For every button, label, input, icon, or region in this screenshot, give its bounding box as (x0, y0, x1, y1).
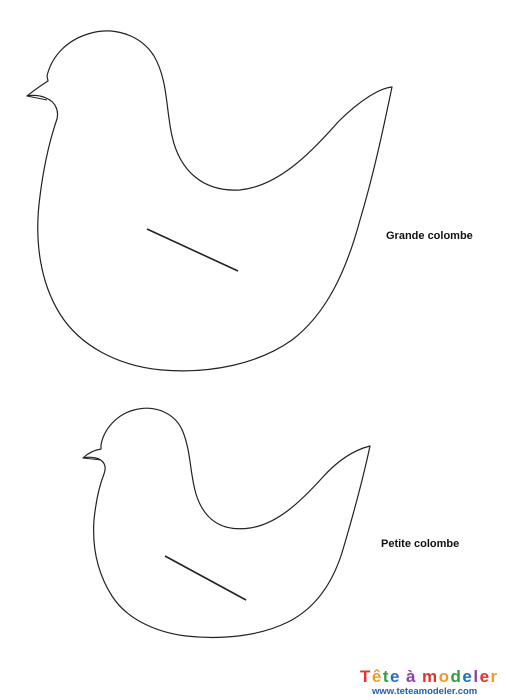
brand-letter: e (390, 667, 401, 686)
brand-letter: d (450, 667, 463, 686)
large-dove-outline (26, 30, 393, 372)
small-dove-beak-line (82, 457, 102, 461)
brand-letter: l (473, 667, 480, 686)
small-dove-wing-slit (164, 555, 247, 601)
brand-logo[interactable]: Tête à modeler www.teteamodeler.com (360, 668, 500, 698)
brand-letter: T (360, 667, 372, 686)
brand-letter: t (382, 667, 391, 686)
small-dove-label: Petite colombe (381, 538, 460, 550)
small-dove-outline (82, 407, 371, 639)
brand-letter: ê (371, 667, 383, 686)
brand-letter: m (421, 667, 439, 686)
brand-url[interactable]: www.teteamodeler.com (372, 686, 478, 697)
large-dove-label: Grande colombe (386, 230, 473, 242)
brand-letter: o (438, 667, 451, 686)
brand-name: Tête à modeler (360, 668, 499, 686)
large-dove-wing-slit (146, 228, 239, 272)
brand-letter: r (490, 667, 499, 686)
large-dove-beak-line (26, 95, 48, 101)
brand-letter: e (462, 667, 474, 686)
brand-letter: à (406, 667, 417, 686)
brand-letter: e (479, 667, 491, 686)
